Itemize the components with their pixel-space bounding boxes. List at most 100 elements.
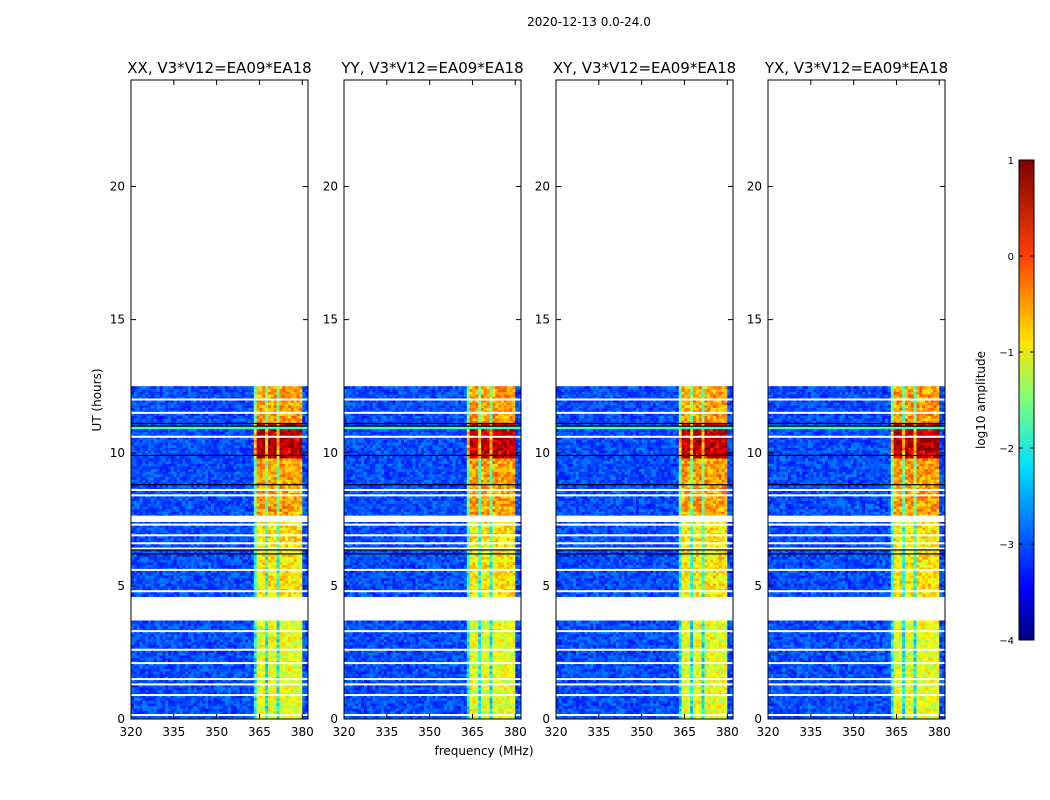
- heatmap-cell: [222, 687, 225, 690]
- heatmap-cell: [239, 658, 242, 661]
- heatmap-cell: [177, 698, 180, 701]
- heatmap-cell: [277, 711, 280, 714]
- heatmap-cell: [188, 674, 191, 677]
- heatmap-cell: [137, 655, 140, 658]
- heatmap-cell: [285, 706, 288, 709]
- heatmap-cell: [217, 703, 220, 706]
- heatmap-cell: [134, 644, 137, 647]
- heatmap-cell: [239, 687, 242, 690]
- heatmap-cell: [254, 703, 257, 706]
- heatmap-cell: [245, 652, 248, 655]
- heatmap-cell: [140, 700, 143, 703]
- heatmap-cell: [239, 642, 242, 645]
- heatmap-cell: [180, 711, 183, 714]
- heatmap-cell: [259, 671, 262, 674]
- heatmap-cell: [268, 706, 271, 709]
- heatmap-cell: [262, 703, 265, 706]
- heatmap-cell: [242, 700, 245, 703]
- heatmap-cell: [285, 652, 288, 655]
- heatmap-cell: [200, 706, 203, 709]
- heatmap-cell: [225, 708, 228, 711]
- heatmap-cell: [271, 700, 274, 703]
- heatmap-cell: [157, 668, 160, 671]
- heatmap-cell: [291, 690, 294, 693]
- heatmap-cell: [254, 658, 257, 661]
- heatmap-cell: [228, 658, 231, 661]
- heatmap-cell: [160, 706, 163, 709]
- heatmap-cell: [265, 711, 268, 714]
- heatmap-cell: [157, 658, 160, 661]
- heatmap-cell: [248, 652, 251, 655]
- heatmap-cell: [245, 668, 248, 671]
- heatmap-cell: [142, 700, 145, 703]
- heatmap-cell: [294, 666, 297, 669]
- heatmap-cell: [182, 687, 185, 690]
- heatmap-cell: [162, 658, 165, 661]
- heatmap-cell: [162, 642, 165, 645]
- heatmap-cell: [214, 706, 217, 709]
- heatmap-cell: [151, 642, 154, 645]
- heatmap-cell: [157, 644, 160, 647]
- heatmap-cell: [194, 700, 197, 703]
- heatmap-cell: [165, 642, 168, 645]
- heatmap-cell: [274, 703, 277, 706]
- heatmap-cell: [279, 642, 282, 645]
- heatmap-cell: [217, 687, 220, 690]
- heatmap-cell: [142, 639, 145, 642]
- heatmap-cell: [248, 671, 251, 674]
- heatmap-cell: [220, 698, 223, 701]
- heatmap-cell: [217, 652, 220, 655]
- heatmap-cell: [288, 655, 291, 658]
- heatmap-cell: [191, 687, 194, 690]
- heatmap-cell: [291, 687, 294, 690]
- heatmap-cell: [265, 698, 268, 701]
- heatmap-cell: [200, 687, 203, 690]
- heatmap-cell: [302, 658, 305, 661]
- heatmap-cell: [282, 668, 285, 671]
- heatmap-cell: [274, 655, 277, 658]
- heatmap-cell: [274, 652, 277, 655]
- heatmap-cell: [151, 698, 154, 701]
- heatmap-cell: [245, 700, 248, 703]
- heatmap-cell: [194, 711, 197, 714]
- heatmap-cell: [271, 666, 274, 669]
- heatmap-cell: [180, 642, 183, 645]
- heatmap-cell: [177, 642, 180, 645]
- heatmap-cell: [191, 668, 194, 671]
- heatmap-cell: [279, 644, 282, 647]
- heatmap-cell: [211, 700, 214, 703]
- heatmap-cell: [231, 687, 234, 690]
- heatmap-cell: [202, 711, 205, 714]
- heatmap-cell: [171, 708, 174, 711]
- heatmap-cell: [254, 706, 257, 709]
- heatmap-cell: [217, 706, 220, 709]
- heatmap-cell: [148, 690, 151, 693]
- heatmap-cells: [131, 386, 308, 719]
- heatmap-cell: [145, 658, 148, 661]
- heatmap-cell: [168, 644, 171, 647]
- heatmap-cell: [134, 690, 137, 693]
- heatmap-cell: [194, 703, 197, 706]
- heatmap-cell: [239, 666, 242, 669]
- heatmap-cell: [137, 652, 140, 655]
- heatmap-cell: [160, 655, 163, 658]
- heatmap-cell: [257, 644, 260, 647]
- heatmap-cell: [202, 652, 205, 655]
- heatmap-cell: [237, 658, 240, 661]
- heatmap-cell: [259, 703, 262, 706]
- heatmap-cell: [185, 666, 188, 669]
- heatmap-cell: [182, 674, 185, 677]
- heatmap-cell: [251, 708, 254, 711]
- heatmap-cell: [279, 708, 282, 711]
- heatmap-cell: [294, 674, 297, 677]
- heatmap-cell: [160, 668, 163, 671]
- heatmap-cell: [205, 698, 208, 701]
- heatmap-cell: [251, 655, 254, 658]
- heatmap-cell: [262, 706, 265, 709]
- heatmap-cell: [202, 642, 205, 645]
- heatmap-cell: [254, 674, 257, 677]
- heatmap-cell: [228, 652, 231, 655]
- heatmap-cell: [200, 698, 203, 701]
- heatmap-cell: [242, 644, 245, 647]
- heatmap-cell: [171, 642, 174, 645]
